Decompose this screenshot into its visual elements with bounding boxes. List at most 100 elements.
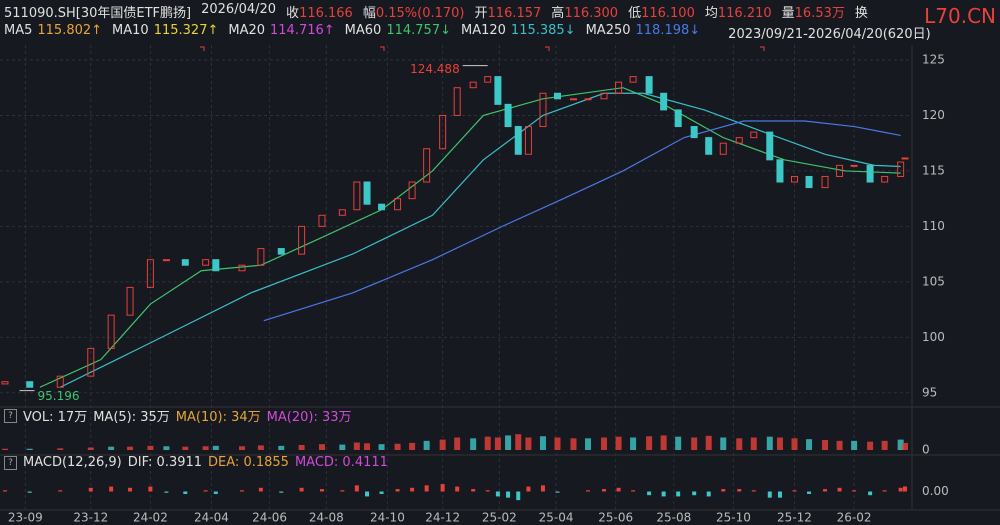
macd-bar	[555, 491, 560, 493]
macd-bar	[903, 486, 907, 492]
annotation: 95.196	[38, 389, 80, 403]
quote-value: 116.300	[564, 6, 619, 21]
macd-bar	[602, 489, 607, 492]
volume-bar	[439, 439, 446, 450]
candle-body	[615, 81, 623, 94]
x-tick-label: 24-08	[309, 511, 344, 525]
indicator: MA(20): 33万	[266, 410, 352, 425]
candle-body	[202, 259, 210, 266]
candle-body	[56, 375, 64, 388]
macd-bar	[526, 486, 531, 492]
candle-body	[645, 76, 653, 94]
volume-bar	[108, 446, 115, 450]
volume-bar	[202, 446, 209, 450]
ma-value: 115.802↑	[37, 23, 103, 38]
volume-bar	[750, 437, 757, 450]
macd-bar	[379, 491, 384, 494]
ma-item: MA5 115.802↑	[4, 23, 102, 42]
macd-bar	[647, 491, 652, 496]
candle-body	[181, 259, 189, 266]
candle-body	[26, 381, 34, 388]
macd-bar	[751, 490, 756, 492]
macd-bar	[882, 490, 887, 492]
candle-body	[674, 109, 682, 128]
candle-body	[338, 209, 346, 216]
quote: 开116.157	[475, 2, 542, 21]
volume-bar	[26, 448, 33, 450]
macd-bar	[239, 490, 244, 492]
symbol: 511090.SH[30年国债ETF鹏扬]	[4, 6, 192, 21]
macd-bar	[706, 491, 711, 497]
volume-bar	[87, 447, 94, 450]
candle-body	[439, 114, 447, 150]
macd-bar	[868, 491, 873, 496]
candle-body	[690, 126, 698, 139]
quote: 均116.210	[705, 2, 772, 21]
macd-bar	[109, 486, 114, 492]
quote-label: 低	[628, 6, 642, 21]
macd-bar	[88, 487, 93, 492]
candle-body	[423, 148, 431, 183]
y-tick-label: 115	[922, 163, 945, 177]
x-tick-label: 25-02	[482, 511, 517, 525]
turnover-label: 换	[854, 6, 868, 21]
volume-bar	[539, 436, 546, 450]
volume-bar	[601, 437, 608, 450]
volume-bar	[484, 436, 491, 450]
ma-value: 114.757↓	[386, 23, 451, 38]
volume-bar	[147, 445, 154, 450]
ma-item: MA60 114.757↓	[345, 23, 451, 42]
candle-body	[1, 381, 9, 385]
y-tick-label: 0.00	[922, 484, 949, 498]
ma-name: MA10	[112, 23, 149, 38]
volume-bar	[867, 441, 874, 450]
candle-body	[629, 76, 637, 83]
macd-bar	[410, 487, 415, 492]
macd-bar	[792, 490, 797, 492]
volume-bar	[454, 437, 461, 450]
x-tick-label: 25-10	[716, 511, 751, 525]
macd-bar	[807, 491, 812, 494]
candle-body	[821, 175, 829, 189]
macd-bar	[737, 489, 742, 492]
macd-bar	[616, 487, 621, 492]
x-tick-label: 25-06	[598, 511, 633, 525]
panel-title: MACD(12,26,9)	[23, 455, 122, 470]
ma-line	[263, 120, 901, 322]
volume-bar	[615, 436, 622, 450]
macd-bar	[3, 490, 7, 492]
quote-label: 高	[551, 6, 565, 21]
quote-label: 幅	[362, 6, 376, 21]
macd-bar	[128, 487, 133, 492]
date: 2026/04/20	[201, 2, 277, 17]
x-tick-label: 23-12	[73, 511, 108, 525]
macd-bar	[203, 490, 208, 492]
candle-body	[790, 175, 798, 183]
candle-body	[836, 164, 844, 177]
macd-bar	[440, 484, 445, 492]
x-tick-label: 24-06	[252, 511, 287, 525]
y-tick-label: 120	[922, 108, 945, 122]
help-icon[interactable]: ?	[4, 408, 17, 423]
quote: 幅0.15%(0.170)	[363, 2, 465, 21]
candle-body	[866, 164, 874, 183]
volume-bar	[776, 437, 783, 450]
candle-body	[719, 142, 727, 155]
quote-value: 116.166	[299, 6, 353, 21]
macd-bar	[319, 489, 324, 492]
macd-bar	[27, 491, 32, 493]
volume-bar	[2, 448, 8, 450]
quote-label: 开	[474, 6, 488, 21]
volume-bar	[646, 436, 653, 450]
annotation: 124.488	[410, 62, 460, 76]
quote-value: 116.157	[487, 6, 542, 21]
x-tick-label: 23-09	[8, 511, 43, 525]
volume-bar	[660, 435, 667, 450]
candle-body	[453, 87, 461, 116]
candle-body	[524, 126, 532, 155]
volume-bar	[182, 446, 189, 450]
candle-body	[735, 137, 743, 144]
macd-bar	[164, 491, 169, 493]
help-icon[interactable]: ?	[4, 455, 17, 470]
candle-body	[514, 126, 522, 155]
